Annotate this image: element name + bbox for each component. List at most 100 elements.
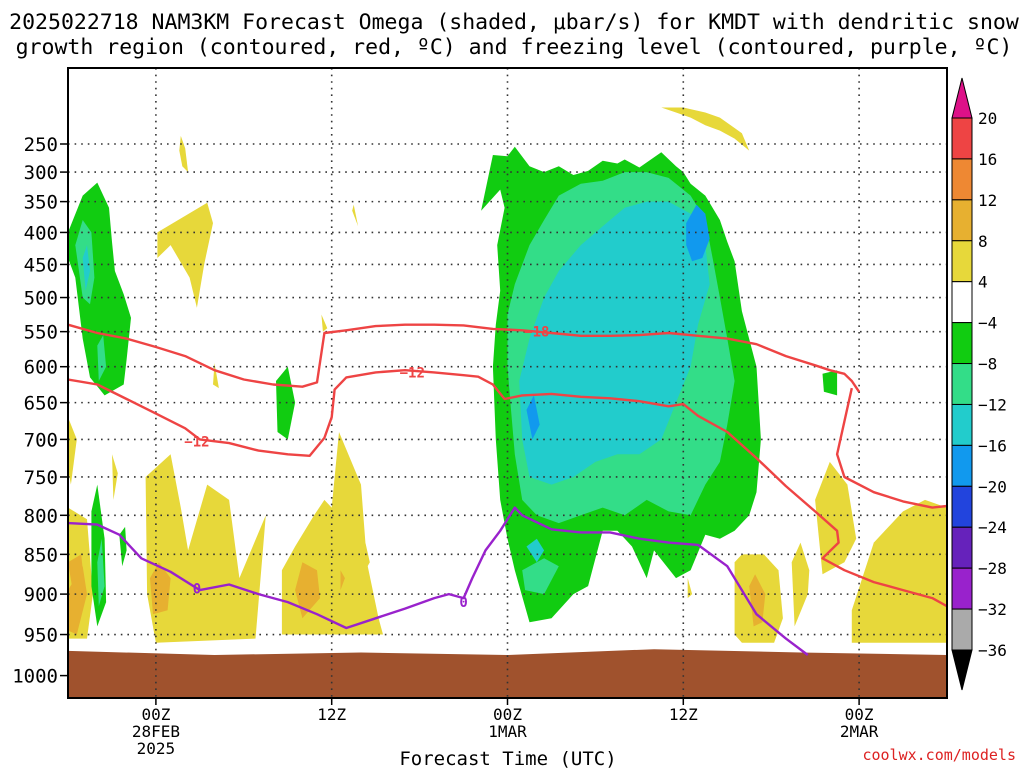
colorbar-swatch-9 [951, 485, 973, 528]
y-tick-label-700: 700 [24, 429, 58, 451]
y-tick-label-900: 900 [24, 584, 58, 606]
omega-region-4_8-14 [791, 542, 810, 627]
omega-region-8_12-3 [340, 570, 345, 591]
y-axis: 250 300 350 400 450 500 550 600 650 700 750 800 850 9… [12, 134, 68, 688]
colorbar: 20 16 12 8 4 −4 −8 −12 −16 −20 −24 −28 −32 −36 [951, 77, 1007, 691]
colorbar-label-0: 20 [978, 109, 997, 128]
colorbar-label-9: −20 [978, 477, 1007, 496]
chart-title: 2025022718 NAM3KM Forecast Omega (shaded… [9, 10, 1019, 35]
pressure-gridlines [68, 68, 947, 698]
contour-label-dgz_bottom: −12 [400, 365, 425, 381]
x-tick-label-30: 00Z [493, 705, 522, 724]
x-tick-date-54: 2MAR [840, 722, 879, 741]
colorbar-label-6: −8 [978, 355, 997, 374]
y-tick-label-850: 850 [24, 544, 58, 566]
contour-label-dgz_bottom_label: −12 [184, 435, 209, 451]
y-tick-label-1000: 1000 [12, 666, 58, 688]
omega-region-neg12_neg16-1 [519, 201, 710, 485]
colorbar-label-4: 4 [978, 273, 988, 292]
omega-region-4_8-15 [815, 461, 857, 575]
colorbar-label-5: −4 [978, 314, 997, 333]
colorbar-swatch-11 [951, 567, 973, 610]
omega-region-4_8-0 [661, 107, 750, 151]
y-tick-label-350: 350 [24, 192, 58, 214]
colorbar-label-13: −36 [978, 641, 1007, 660]
contour-labels: −18 −12 −12 0 0 [184, 325, 549, 612]
contour-label-dgz_top: −18 [524, 325, 549, 341]
colorbar-swatch-5 [951, 322, 973, 365]
colorbar-swatch-7 [951, 403, 973, 446]
colorbar-label-12: −32 [978, 600, 1007, 619]
omega-region-neg16_neg20-1 [526, 395, 540, 440]
omega-region-8_12-4 [749, 574, 766, 627]
y-tick-label-400: 400 [24, 222, 58, 244]
chart-subtitle: growth region (contoured, red, ºC) and f… [16, 35, 1013, 60]
omega-shading [68, 107, 947, 643]
contour-freezing_level [68, 506, 809, 656]
colorbar-bottom-arrow [951, 649, 973, 691]
colorbar-swatch-12 [951, 608, 973, 651]
omega-region-4_8-16 [851, 499, 947, 643]
colorbar-swatch-2 [951, 199, 973, 242]
y-tick-label-950: 950 [24, 625, 58, 647]
x-tick-label-6: 00Z [141, 705, 170, 724]
omega-region-neg12_neg16-0 [82, 245, 90, 291]
omega-region-neg4_neg8-2 [119, 526, 127, 567]
y-tick-label-500: 500 [24, 288, 58, 310]
omega-region-neg8_neg12-2 [97, 538, 105, 607]
colorbar-label-10: −24 [978, 518, 1007, 537]
x-tick-label-54: 00Z [845, 705, 874, 724]
contour-label-freezing_level: 0 [459, 595, 467, 611]
y-tick-label-550: 550 [24, 322, 58, 344]
credit-text: coolwx.com/models [862, 746, 1016, 764]
contour-dgz_right [835, 387, 947, 509]
colorbar-label-2: 12 [978, 191, 997, 210]
contour-label-freezing_level_label: 0 [193, 582, 201, 598]
omega-region-4_8-3 [352, 204, 359, 227]
colorbar-top-arrow [951, 77, 973, 119]
colorbar-label-3: 8 [978, 232, 988, 251]
x-axis-title: Forecast Time (UTC) [399, 748, 616, 768]
x-tick-date-30: 1MAR [488, 722, 527, 741]
omega-region-4_8-12 [687, 578, 693, 599]
colorbar-swatch-8 [951, 444, 973, 487]
contour-dgz_bottom [68, 369, 947, 608]
ground-layer [68, 649, 947, 698]
y-tick-label-250: 250 [24, 134, 58, 156]
omega-region-neg8_neg12-1 [97, 335, 107, 381]
omega-region-8_12-1 [150, 562, 171, 615]
y-tick-label-800: 800 [24, 505, 58, 527]
colorbar-label-8: −16 [978, 436, 1007, 455]
ground-band [68, 649, 947, 698]
omega-region-neg4_neg8-3 [276, 366, 296, 440]
colorbar-swatch-1 [951, 158, 973, 201]
omega-region-neg8_neg12-4 [522, 558, 559, 595]
y-tick-label-300: 300 [24, 162, 58, 184]
y-tick-label-600: 600 [24, 357, 58, 379]
colorbar-swatch-0 [951, 117, 973, 160]
x-tick-date-6: 28FEB [132, 722, 180, 741]
colorbar-label-11: −28 [978, 559, 1007, 578]
x-tick-label-18: 12Z [317, 705, 346, 724]
omega-region-4_8-2 [157, 202, 213, 308]
y-tick-label-750: 750 [24, 467, 58, 489]
x-tick-year-6: 2025 [137, 739, 176, 758]
omega-region-4_8-11 [365, 542, 370, 571]
colorbar-swatch-4 [951, 281, 973, 324]
colorbar-swatch-3 [951, 240, 973, 283]
contour-dgz_top [68, 323, 861, 393]
omega-region-neg12_neg16-2 [526, 538, 545, 563]
colorbar-swatch-10 [951, 526, 973, 569]
colorbar-label-7: −12 [978, 395, 1007, 414]
omega-region-4_8-1 [179, 135, 189, 173]
omega-region-8_12-2 [295, 562, 320, 619]
colorbar-label-1: 16 [978, 150, 997, 169]
x-tick-label-42: 12Z [669, 705, 698, 724]
y-tick-label-650: 650 [24, 393, 58, 415]
omega-region-4_8-6 [68, 417, 77, 485]
omega-region-4_8-9 [145, 454, 266, 643]
contour-lines [68, 323, 947, 656]
omega-region-8_12-5 [68, 554, 86, 607]
